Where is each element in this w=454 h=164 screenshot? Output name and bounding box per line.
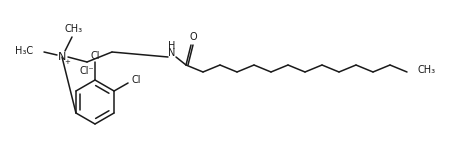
Text: N: N [168,48,176,58]
Text: CH₃: CH₃ [65,24,83,34]
Text: +: + [64,59,70,65]
Text: CH₃: CH₃ [417,65,435,75]
Text: H: H [168,41,176,51]
Text: Cl: Cl [131,75,141,85]
Text: N: N [58,52,66,62]
Text: H₃C: H₃C [15,46,33,56]
Text: Cl: Cl [90,51,100,61]
Text: Cl⁻: Cl⁻ [80,66,94,76]
Text: O: O [189,32,197,42]
